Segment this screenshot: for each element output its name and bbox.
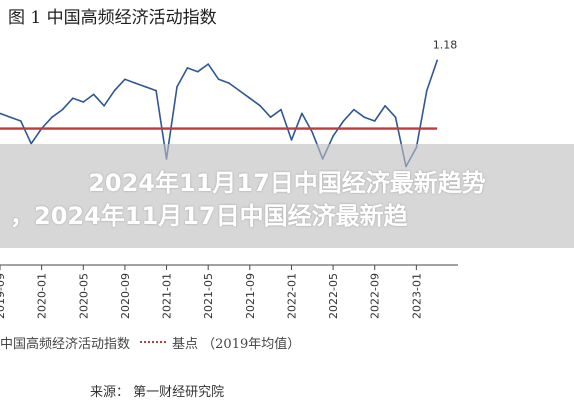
x-tick-label-2020-09: 2020-09	[119, 273, 132, 319]
data-point-2021-02	[176, 86, 178, 88]
legend-baseline-label: 基点 （2019年均值）	[172, 336, 301, 352]
x-tick-label-2023-01: 2023-01	[410, 273, 423, 319]
source-note: 来源： 第一财经研究院	[90, 385, 225, 400]
x-tick-label-2021-01: 2021-01	[161, 273, 174, 319]
data-point-2019-09	[0, 112, 1, 115]
data-point-2023-03	[436, 59, 439, 62]
data-point-2022-01	[290, 139, 293, 141]
annotation-label: 1.18	[433, 38, 458, 51]
x-tick-label-2022-09: 2022-09	[369, 273, 382, 319]
x-tick-label-2022-01: 2022-01	[286, 273, 299, 319]
headline-line-1: 2024年11月17日中国经济最新趋势	[88, 169, 486, 197]
data-point-2020-06	[92, 93, 95, 96]
data-point-2021-09	[249, 97, 251, 99]
chart-legend: 中国高频经济活动指数 基点 （2019年均值）	[0, 333, 301, 352]
headline-line-2: ，2024年11月17日中国经济最新趋	[10, 202, 408, 230]
legend-series-label: 中国高频经济活动指数	[0, 336, 131, 352]
data-point-2022-05	[332, 135, 334, 137]
data-point-2021-07	[228, 82, 230, 84]
data-point-2022-11	[394, 116, 397, 118]
data-point-2021-10	[259, 105, 262, 107]
data-point-2022-09	[373, 120, 376, 122]
data-point-2020-07	[103, 105, 105, 107]
data-point-2020-05	[82, 101, 85, 103]
x-tick-label-2021-05: 2021-05	[202, 273, 215, 319]
x-tick-label-2020-01: 2020-01	[36, 273, 49, 319]
data-point-2019-10	[9, 116, 12, 118]
x-tick-label-2020-05: 2020-05	[77, 273, 90, 319]
data-point-2021-08	[238, 89, 241, 92]
data-point-2023-02	[426, 89, 428, 92]
data-point-2020-04	[72, 97, 74, 99]
figure-title: 图 1 中国高频经济活动指数	[8, 8, 217, 28]
legend-baseline-swatch	[140, 341, 167, 343]
data-point-2022-10	[384, 105, 386, 107]
data-point-2021-11	[269, 116, 272, 118]
data-point-2021-05	[207, 63, 209, 65]
data-point-2021-12	[280, 108, 282, 111]
data-point-2022-02	[301, 112, 303, 115]
data-point-2019-11	[20, 120, 22, 122]
data-point-2022-03	[311, 131, 314, 134]
x-tick-label-2021-09: 2021-09	[244, 273, 257, 319]
headline-banner: 2024年11月17日中国经济最新趋势 ，2024年11月17日中国经济最新趋	[0, 144, 574, 248]
data-point-2021-06	[217, 78, 220, 81]
data-point-2020-08	[113, 89, 116, 92]
data-point-2022-08	[363, 116, 366, 118]
data-point-2021-03	[186, 67, 189, 69]
data-point-2022-07	[353, 108, 355, 111]
data-point-2021-04	[197, 70, 199, 73]
data-point-2020-11	[144, 86, 147, 88]
data-point-2020-03	[61, 108, 64, 111]
data-point-2022-06	[342, 120, 345, 122]
data-point-2020-09	[124, 78, 126, 81]
data-point-2020-12	[155, 89, 157, 92]
x-tick-label-2019-09: 2019-09	[0, 273, 7, 319]
data-point-2020-02	[51, 116, 53, 118]
data-point-2020-10	[134, 82, 137, 84]
x-tick-label-2022-05: 2022-05	[327, 273, 340, 319]
